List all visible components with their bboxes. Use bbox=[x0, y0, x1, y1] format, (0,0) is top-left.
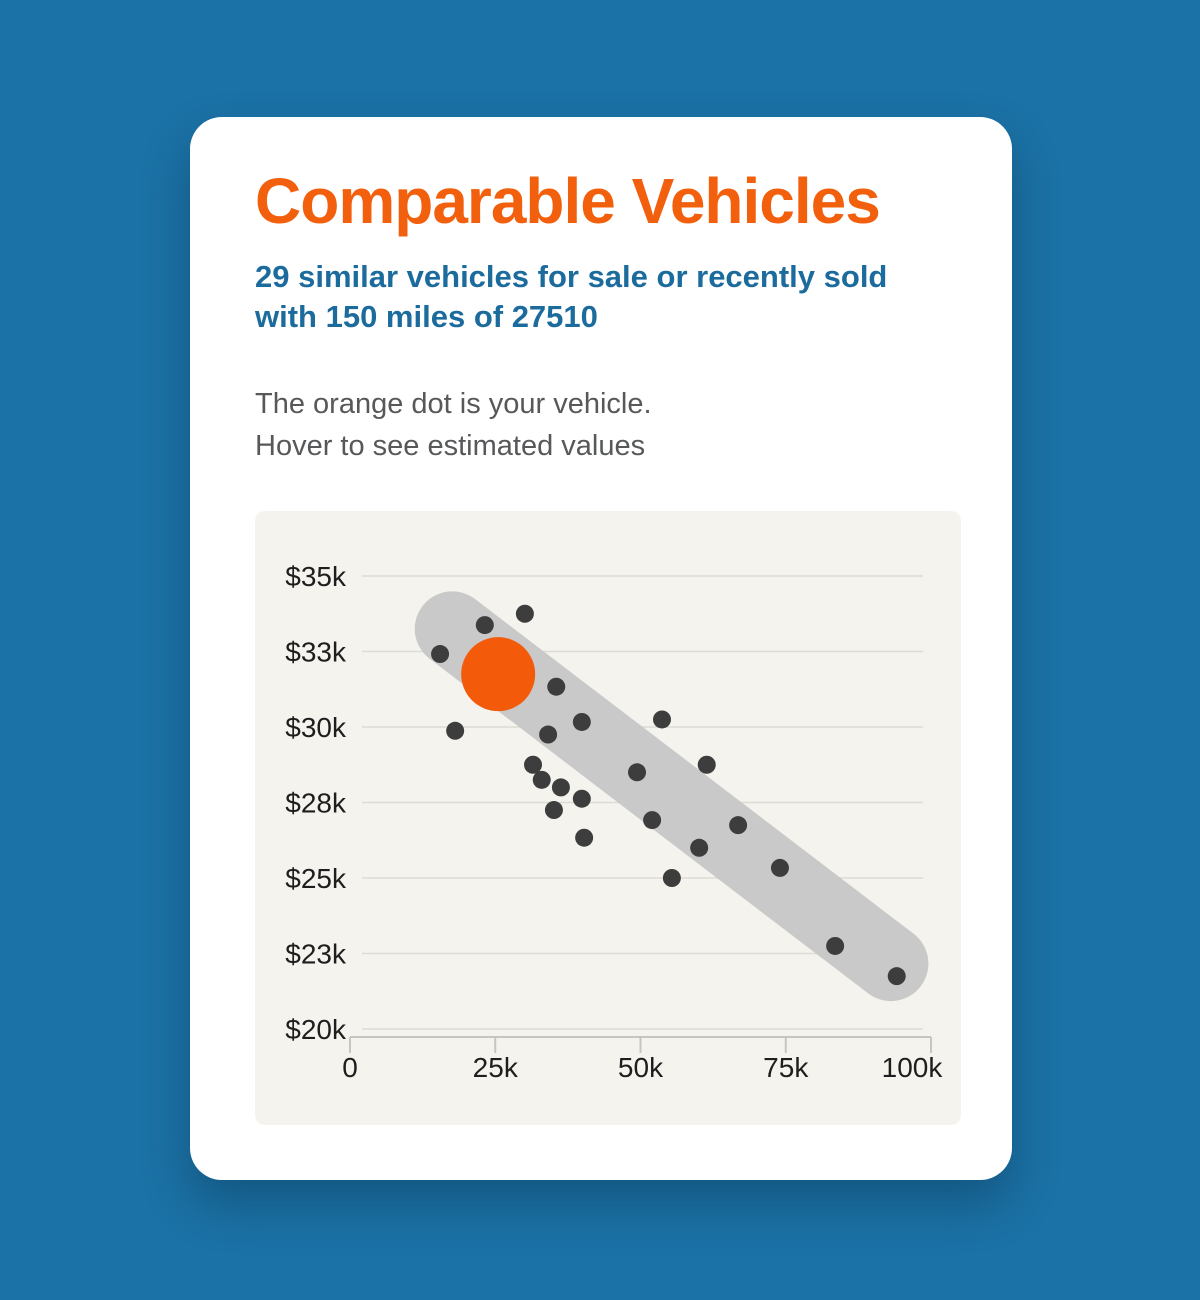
comparable-vehicle-dot[interactable] bbox=[662, 869, 681, 887]
page-title: Comparable Vehicles bbox=[255, 165, 881, 237]
subtitle-line-1: 29 similar vehicles for sale or recently… bbox=[255, 259, 888, 294]
y-axis-label: $25k bbox=[285, 863, 347, 894]
comparable-vehicle-dot[interactable] bbox=[770, 858, 789, 877]
comparable-vehicle-dot[interactable] bbox=[572, 712, 591, 731]
x-axis-label: 75k bbox=[763, 1052, 809, 1083]
comparable-vehicle-dot[interactable] bbox=[826, 936, 845, 955]
comparable-vehicle-dot[interactable] bbox=[539, 725, 558, 744]
y-axis-label: $23k bbox=[285, 939, 347, 970]
comparable-vehicle-dot[interactable] bbox=[690, 838, 709, 857]
y-axis-label: $30k bbox=[285, 712, 347, 743]
your-vehicle-dot[interactable] bbox=[461, 637, 536, 712]
comparable-vehicle-dot[interactable] bbox=[652, 710, 671, 729]
comparable-vehicle-dot[interactable] bbox=[551, 778, 570, 797]
hint-line-2: Hover to see estimated values bbox=[255, 430, 646, 462]
x-axis-label: 50k bbox=[618, 1052, 664, 1083]
comparable-vehicle-dot[interactable] bbox=[887, 967, 906, 986]
comparable-vehicle-dot[interactable] bbox=[572, 789, 591, 808]
comparable-vehicle-dot[interactable] bbox=[524, 755, 543, 774]
comparable-vehicle-dot[interactable] bbox=[547, 677, 566, 696]
x-axis-label: 25k bbox=[473, 1052, 519, 1083]
y-axis-label: $28k bbox=[285, 788, 347, 819]
y-axis-label: $33k bbox=[285, 637, 347, 668]
comparable-vehicle-dot[interactable] bbox=[446, 721, 465, 740]
comparable-vehicle-dot[interactable] bbox=[475, 616, 494, 635]
comparable-vehicle-dot[interactable] bbox=[515, 604, 534, 623]
comparable-vehicle-dot[interactable] bbox=[431, 645, 450, 664]
chart-panel: 0 25k 50k 75k 100k $35k $33k $30k $28k $25k $23k $2… bbox=[255, 511, 961, 1125]
subtitle-line-2: with 150 miles of 27510 bbox=[255, 299, 598, 334]
chart-hint-text: The orange dot is your vehicle. Hover to… bbox=[255, 383, 952, 467]
comparable-vehicle-dot[interactable] bbox=[697, 755, 716, 774]
comparable-vehicle-dot[interactable] bbox=[575, 828, 594, 847]
subtitle: 29 similar vehicles for sale or recently… bbox=[255, 257, 952, 337]
comparable-vehicle-dot[interactable] bbox=[628, 763, 647, 782]
comparables-scatter-chart[interactable]: 0 25k 50k 75k 100k $35k $33k $30k $28k $25k $23k $2… bbox=[255, 511, 961, 1125]
y-axis-label: $35k bbox=[285, 561, 347, 592]
comparable-vehicle-dot[interactable] bbox=[643, 811, 662, 830]
hint-line-1: The orange dot is your vehicle. bbox=[255, 388, 652, 420]
x-axis-label: 0 bbox=[342, 1052, 358, 1083]
y-axis-label: $20k bbox=[285, 1014, 347, 1045]
x-axis-label: 100k bbox=[882, 1052, 944, 1083]
comparable-vehicle-dot[interactable] bbox=[544, 801, 563, 820]
comparable-vehicle-dot[interactable] bbox=[532, 770, 551, 789]
comparable-vehicles-card: Comparable Vehicles 29 similar vehicles … bbox=[190, 117, 1012, 1180]
comparable-vehicle-dot[interactable] bbox=[729, 816, 748, 835]
